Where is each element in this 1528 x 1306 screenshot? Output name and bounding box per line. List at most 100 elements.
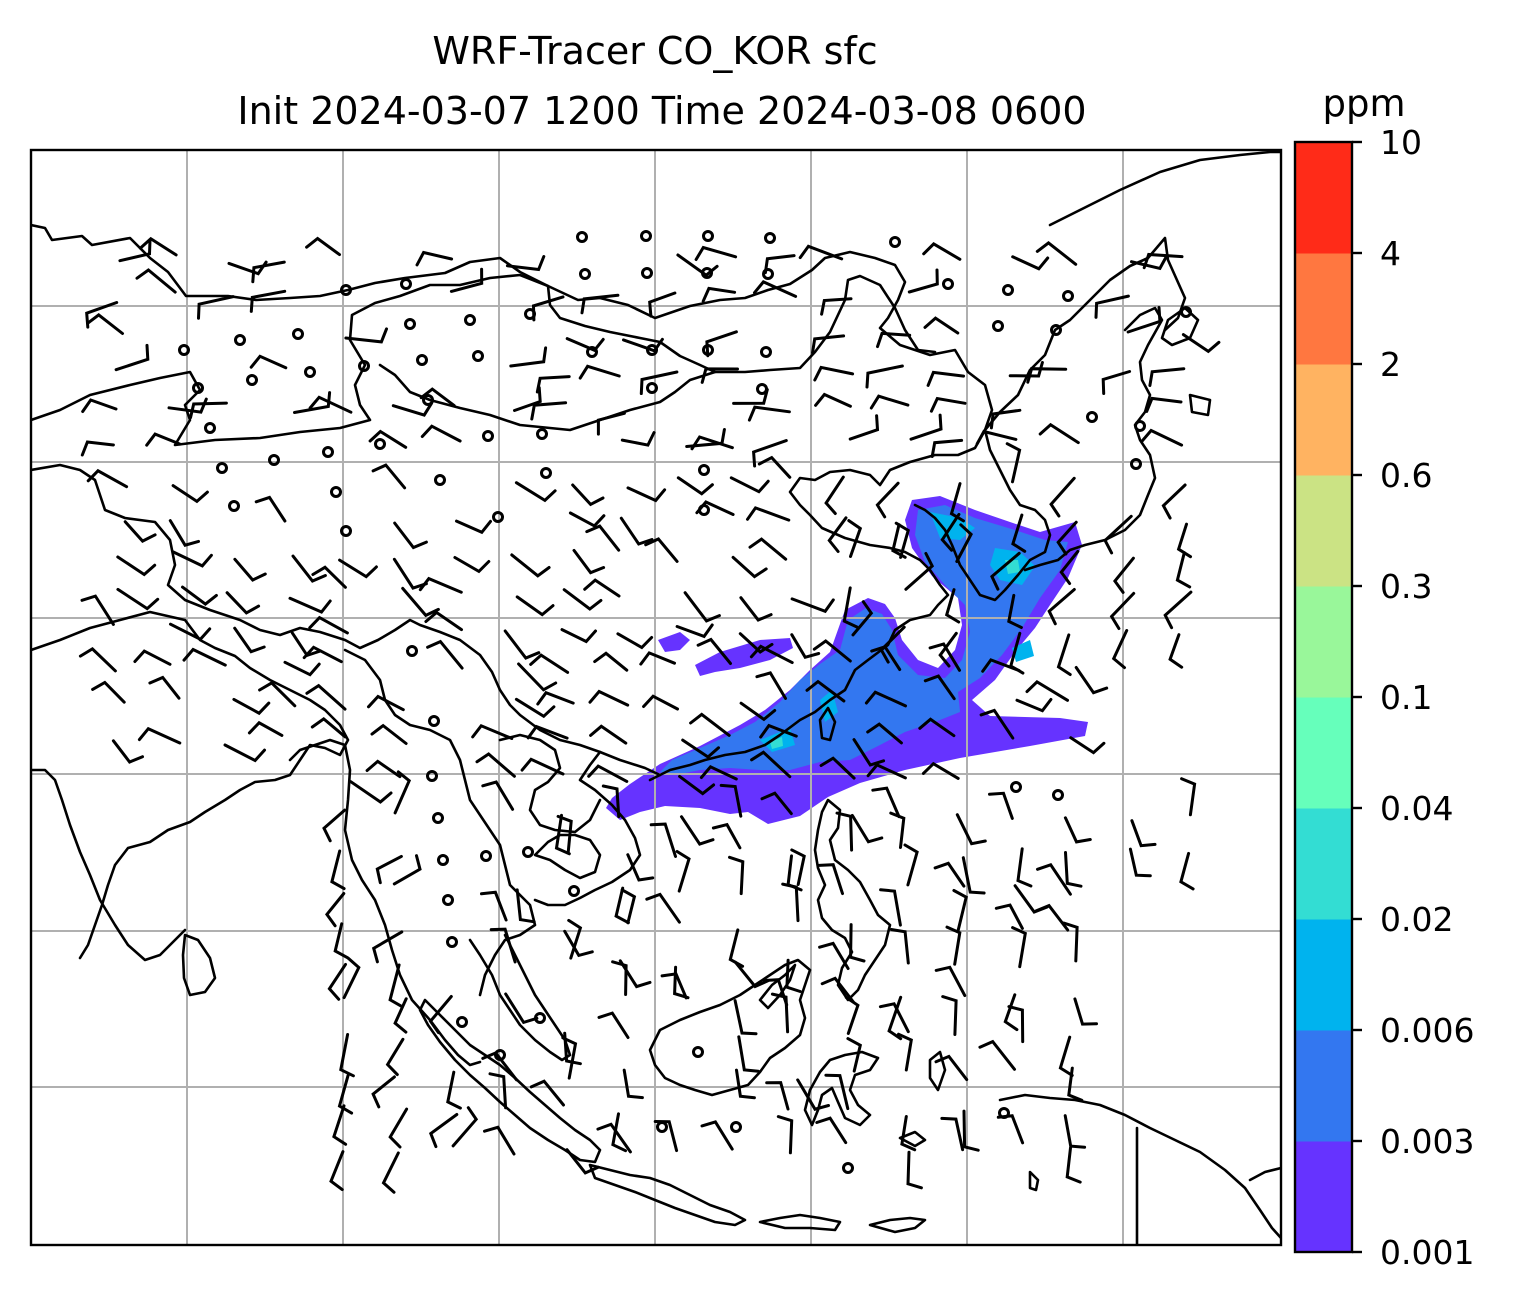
calm-wind-marker <box>432 812 444 824</box>
wind-barb <box>1025 680 1069 702</box>
wind-barb <box>871 786 901 819</box>
wind-barb <box>728 855 745 896</box>
wind-barb <box>308 395 353 414</box>
wind-barb <box>86 313 124 335</box>
calm-wind-marker <box>304 366 316 378</box>
calm-wind-marker <box>524 308 536 320</box>
colorbar-tick-label: 0.3 <box>1380 567 1432 606</box>
wind-barb <box>392 854 422 886</box>
wind-barb <box>505 255 546 272</box>
calm-wind-marker <box>692 1046 704 1058</box>
calm-wind-marker <box>992 320 1004 332</box>
wind-barb <box>123 520 157 543</box>
wind-barbs <box>78 236 1221 1194</box>
wind-barb <box>554 813 571 856</box>
wind-barb <box>622 1068 644 1100</box>
wind-barb <box>735 1068 756 1100</box>
wind-barb <box>752 439 788 468</box>
wind-barb <box>333 922 349 960</box>
wind-barb <box>1145 396 1183 413</box>
wind-barb <box>675 850 691 893</box>
wind-barb <box>676 253 719 278</box>
wind-barb <box>938 631 958 668</box>
wind-barb <box>288 596 332 614</box>
calm-wind-marker <box>358 360 370 372</box>
wind-barb <box>848 414 880 441</box>
wind-barb <box>852 738 886 767</box>
wind-barb <box>322 808 347 843</box>
wind-barb <box>596 1122 632 1154</box>
wind-barb <box>562 588 603 611</box>
wind-barb <box>928 642 961 672</box>
wind-barb <box>393 770 412 815</box>
wind-barb <box>921 761 960 780</box>
wind-barb <box>418 576 463 594</box>
wind-barb <box>1109 591 1136 630</box>
wind-barb <box>626 486 667 503</box>
calm-wind-marker <box>446 936 458 948</box>
wind-barb <box>642 694 679 711</box>
colorbar-tick-label: 0.1 <box>1380 678 1432 717</box>
wind-barb <box>514 481 557 503</box>
wind-barb <box>116 587 160 611</box>
wind-barb <box>711 822 742 850</box>
wind-barb <box>765 1081 790 1111</box>
wind-barb <box>419 387 456 408</box>
wind-barb <box>812 639 852 663</box>
wind-barb <box>446 1070 462 1110</box>
wind-barb <box>1062 921 1079 963</box>
wind-barb <box>988 791 1014 820</box>
wind-barb <box>513 386 542 412</box>
wind-barb <box>846 1037 863 1073</box>
wind-barb <box>700 367 739 384</box>
wind-barb <box>737 1035 760 1073</box>
wind-barb <box>644 537 679 563</box>
calm-wind-marker <box>406 645 418 657</box>
calm-wind-marker <box>204 422 216 434</box>
wind-barb <box>588 689 630 707</box>
wind-barb <box>325 892 346 928</box>
wind-barb <box>171 484 209 504</box>
wind-barb <box>488 1072 508 1110</box>
wind-barb <box>530 401 568 421</box>
calm-wind-marker <box>400 278 412 290</box>
calm-wind-marker <box>1010 781 1022 793</box>
colorbar-swatch <box>1295 1030 1352 1142</box>
wind-barb <box>1179 851 1195 891</box>
plume-level-1-west <box>658 632 793 676</box>
wind-barb <box>310 717 347 739</box>
wind-barb <box>929 396 967 413</box>
wind-barb <box>1094 294 1130 319</box>
wind-barb <box>138 236 178 257</box>
sri-lanka <box>181 933 217 997</box>
wind-barb <box>1059 549 1080 585</box>
wind-barb <box>375 854 403 885</box>
wind-barb <box>308 615 349 635</box>
calm-wind-marker <box>292 328 304 340</box>
calm-wind-marker <box>472 350 484 362</box>
calm-wind-marker <box>522 846 534 858</box>
wind-barb <box>622 337 664 353</box>
wind-barb <box>1063 816 1092 844</box>
wind-barb <box>918 717 956 738</box>
wind-barb <box>587 764 629 783</box>
calm-wind-marker <box>428 715 440 727</box>
wind-barb <box>305 236 341 257</box>
wind-barb <box>732 388 769 405</box>
indochina-gulf <box>533 833 602 880</box>
wind-barb <box>589 724 628 745</box>
wind-barb <box>475 752 516 778</box>
calm-wind-marker <box>698 504 710 516</box>
wind-barb <box>696 637 732 665</box>
wind-barb <box>923 316 960 335</box>
wind-barb <box>760 791 793 816</box>
wind-barb <box>962 1109 980 1152</box>
wind-barb <box>909 413 943 441</box>
taiwan <box>818 706 837 742</box>
wind-barb <box>415 250 454 267</box>
wind-barb <box>509 346 548 368</box>
wind-barb <box>1034 903 1070 932</box>
wind-barb <box>866 722 903 745</box>
wind-barb <box>197 295 235 320</box>
wind-barb <box>225 591 261 615</box>
